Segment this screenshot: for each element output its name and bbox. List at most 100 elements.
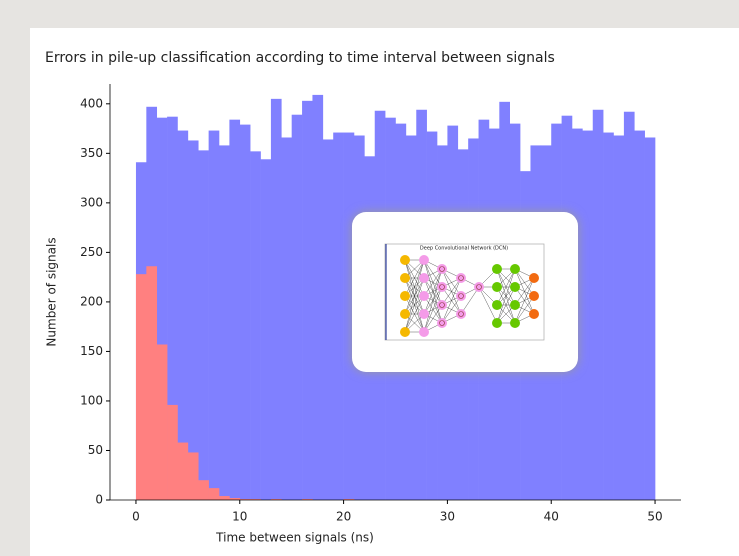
inset-node: [400, 255, 410, 265]
y-tick-label: 350: [80, 146, 103, 160]
bar: [291, 114, 303, 500]
inset-node: [529, 291, 539, 301]
bar: [239, 499, 251, 500]
inset-edge-line: [404, 259, 425, 297]
bar: [167, 116, 178, 500]
x-tick-label: 40: [544, 510, 559, 524]
inset-edge-line: [423, 304, 443, 333]
inset-edge-line: [423, 268, 443, 333]
bar: [146, 266, 158, 500]
inset-node: [529, 273, 539, 283]
inset-node: [510, 318, 520, 328]
inset-edge-line: [496, 268, 516, 306]
y-tick-label: 100: [80, 393, 103, 407]
bar: [333, 132, 344, 501]
bar: [156, 117, 168, 500]
inset-edge-line: [496, 286, 516, 324]
y-tick-label: 250: [80, 245, 103, 259]
inset-node-ring: [458, 311, 464, 317]
bar: [250, 151, 261, 500]
bar: [270, 499, 282, 500]
bar: [260, 159, 272, 500]
inset-title: Deep Convolutional Network (DCN): [420, 246, 508, 252]
y-tick-label: 50: [88, 443, 103, 457]
inset-node: [492, 282, 502, 292]
inset-edge-line: [404, 259, 425, 333]
bar: [613, 135, 625, 500]
inset-node: [492, 264, 502, 274]
x-tick-label: 0: [132, 510, 140, 524]
bar: [167, 404, 178, 500]
inset-edge-line: [441, 295, 462, 324]
inset-node-ring: [439, 302, 445, 308]
inset-edge-line: [423, 268, 443, 297]
bar: [177, 442, 189, 500]
bar: [187, 452, 199, 500]
inset-node: [437, 264, 447, 274]
inset-edge-line: [514, 277, 535, 306]
bar: [198, 480, 209, 500]
bar: [187, 140, 199, 500]
inset-node-ring: [439, 284, 445, 290]
inset-node: [492, 300, 502, 310]
inset-node-ring: [439, 266, 445, 272]
inset-node: [529, 309, 539, 319]
bar: [312, 94, 324, 501]
y-tick-label: 400: [80, 96, 103, 110]
inset-node: [419, 255, 429, 265]
bar: [135, 274, 147, 500]
inset-node: [400, 309, 410, 319]
inset-node: [456, 291, 466, 301]
inset-node-ring: [476, 284, 482, 290]
inset-node-ring: [458, 275, 464, 281]
bar: [343, 132, 355, 501]
x-axis-label: Time between signals (ns): [215, 531, 374, 545]
inset-node: [400, 273, 410, 283]
inset-node: [419, 273, 429, 283]
y-axis-label: Number of signals: [45, 237, 59, 346]
inset-node: [456, 309, 466, 319]
inset-node: [510, 264, 520, 274]
inset-edge-line: [423, 268, 443, 315]
bar: [644, 137, 656, 500]
bar: [219, 145, 230, 500]
inset-node: [510, 282, 520, 292]
bar: [582, 130, 594, 501]
inset-edge-line: [423, 286, 443, 333]
x-tick-label: 50: [647, 510, 662, 524]
inset-node: [419, 291, 429, 301]
inset-edge-line: [404, 295, 425, 333]
inset-node-ring: [458, 293, 464, 299]
bar: [634, 130, 645, 501]
inset-node: [474, 282, 484, 292]
x-tick-label: 20: [336, 510, 351, 524]
inset-node-ring: [439, 320, 445, 326]
bar: [302, 499, 313, 500]
bar: [281, 137, 292, 500]
y-tick-label: 0: [95, 493, 103, 507]
inset-edge-line: [514, 277, 535, 324]
bar: [343, 499, 355, 500]
inset-edge-line: [496, 268, 516, 324]
inset-edge-line: [441, 277, 462, 324]
inset-edge-line: [441, 277, 462, 306]
inset-node: [456, 273, 466, 283]
inset-node: [400, 327, 410, 337]
bar: [208, 488, 220, 500]
bar: [239, 124, 251, 500]
bar: [156, 344, 168, 500]
chart-title: Errors in pile-up classification accordi…: [45, 50, 555, 66]
y-tick-label: 200: [80, 294, 103, 308]
inset-edge-line: [404, 277, 425, 333]
inset-edge-line: [514, 295, 535, 324]
bar: [198, 150, 209, 500]
bar: [177, 130, 189, 501]
inset-node: [510, 300, 520, 310]
x-tick-label: 30: [440, 510, 455, 524]
bar: [208, 130, 220, 501]
bar: [229, 119, 241, 501]
x-tick-label: 10: [232, 510, 247, 524]
inset-node: [492, 318, 502, 328]
